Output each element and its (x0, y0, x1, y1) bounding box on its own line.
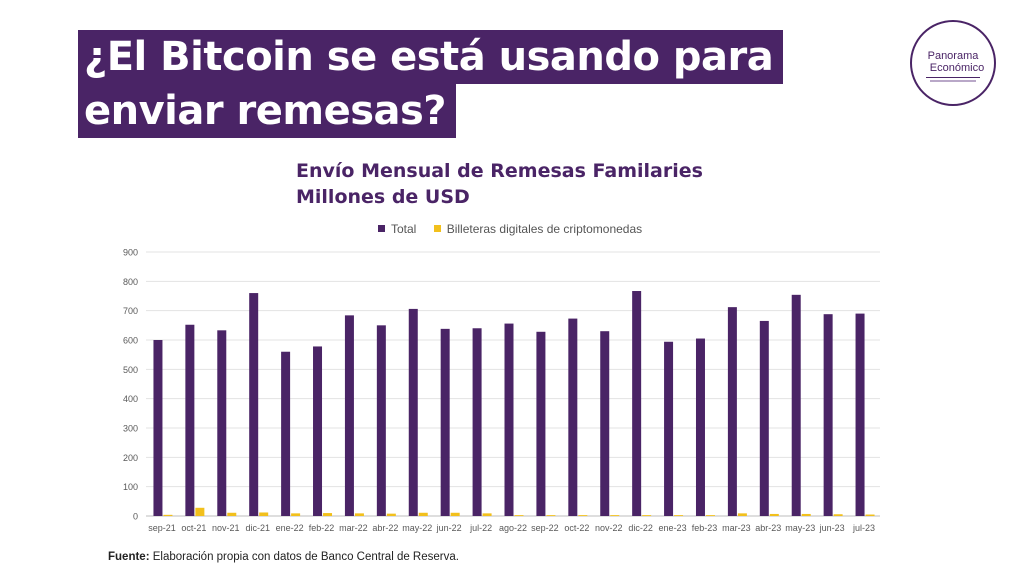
x-tick-label: mar-22 (339, 523, 368, 533)
y-tick-label: 700 (123, 306, 138, 316)
bar-crypto-mar-23 (737, 513, 747, 516)
bar-crypto-oct-21 (195, 507, 205, 516)
bar-total-dic-22 (632, 291, 642, 516)
bar-total-ene-22 (281, 351, 291, 516)
bar-crypto-abr-23 (769, 513, 779, 516)
chart-title-line-1: Envío Mensual de Remesas Familaries (296, 160, 703, 182)
x-tick-label: jul-23 (852, 523, 875, 533)
x-tick-label: ago-22 (499, 523, 527, 533)
page-title-line-2: enviar remesas? (78, 84, 457, 138)
x-tick-label: feb-22 (309, 523, 335, 533)
y-tick-label: 600 (123, 336, 138, 346)
bar-crypto-jun-23 (833, 514, 843, 516)
bar-total-jun-23 (823, 314, 833, 516)
x-tick-label: dic-22 (628, 523, 653, 533)
bar-total-nov-22 (600, 331, 610, 516)
x-tick-label: ene-22 (276, 523, 304, 533)
legend-item-total: Total (378, 222, 416, 236)
legend-swatch-crypto (433, 225, 441, 232)
x-tick-label: may-23 (785, 523, 815, 533)
x-tick-label: mar-23 (722, 523, 751, 533)
legend-item-crypto: Billeteras digitales de criptomonedas (433, 222, 643, 236)
legend-label-crypto: Billeteras digitales de criptomonedas (446, 222, 643, 236)
bar-total-jul-23 (855, 313, 865, 516)
y-tick-label: 200 (123, 453, 138, 463)
bar-crypto-jul-22 (482, 513, 492, 516)
bar-total-ene-23 (664, 341, 674, 516)
source-note: Fuente: Elaboración propia con datos de … (108, 551, 459, 563)
bar-crypto-oct-22 (578, 515, 588, 516)
legend-swatch-total (378, 225, 385, 232)
page-title-line-1: ¿El Bitcoin se está usando para (78, 30, 784, 84)
x-tick-label: jul-22 (469, 523, 492, 533)
bar-total-jul-22 (472, 328, 482, 516)
y-tick-label: 0 (133, 512, 138, 522)
bar-crypto-ene-22 (291, 513, 301, 516)
x-tick-label: oct-21 (181, 523, 206, 533)
bar-crypto-feb-23 (705, 515, 715, 516)
x-tick-label: sep-21 (148, 523, 176, 533)
bar-total-feb-22 (313, 346, 323, 516)
y-tick-label: 400 (123, 394, 138, 404)
bar-total-nov-21 (217, 330, 227, 516)
x-tick-label: jun-23 (819, 523, 845, 533)
x-tick-label: dic-21 (245, 523, 270, 533)
bar-crypto-dic-22 (642, 515, 652, 516)
y-tick-label: 300 (123, 424, 138, 434)
y-tick-label: 100 (123, 482, 138, 492)
chart-legend: Total Billeteras digitales de criptomone… (378, 222, 656, 236)
logo-text-line-1: Panorama (927, 50, 979, 62)
bar-crypto-jul-23 (865, 514, 875, 516)
bar-crypto-sep-21 (163, 514, 173, 516)
bar-total-sep-21 (153, 340, 163, 516)
bar-total-abr-22 (376, 325, 386, 516)
x-tick-label: may-22 (402, 523, 432, 533)
logo-tagline-mark (930, 80, 976, 82)
source-label: Fuente: (108, 551, 150, 563)
bar-total-mar-23 (727, 307, 737, 516)
x-tick-label: nov-21 (212, 523, 240, 533)
x-tick-label: oct-22 (564, 523, 589, 533)
logo-underline (926, 77, 980, 78)
bar-total-sep-22 (536, 331, 546, 516)
bar-crypto-nov-22 (610, 515, 620, 516)
bar-crypto-jun-22 (450, 512, 460, 516)
bar-crypto-nov-21 (227, 512, 237, 516)
x-tick-label: nov-22 (595, 523, 623, 533)
bar-total-dic-21 (249, 293, 259, 516)
bar-total-feb-23 (695, 338, 705, 516)
panorama-economico-logo: Panorama Económico (910, 20, 996, 106)
bar-total-may-23 (791, 294, 801, 516)
x-tick-label: jun-22 (436, 523, 462, 533)
chart-title-line-2: Millones de USD (296, 186, 470, 208)
y-tick-label: 500 (123, 365, 138, 375)
logo-text-line-2: Económico (929, 62, 985, 74)
x-tick-label: abr-22 (372, 523, 398, 533)
x-tick-label: feb-23 (692, 523, 718, 533)
bar-crypto-may-22 (418, 512, 428, 516)
bar-crypto-ene-23 (674, 515, 684, 516)
y-tick-label: 800 (123, 277, 138, 287)
bar-total-may-22 (408, 308, 418, 516)
bar-total-oct-22 (568, 318, 578, 516)
bar-total-oct-21 (185, 324, 195, 516)
bar-total-abr-23 (759, 320, 769, 516)
y-tick-label: 900 (123, 248, 138, 258)
bar-total-jun-22 (440, 328, 450, 516)
source-text: Elaboración propia con datos de Banco Ce… (149, 551, 459, 563)
bar-crypto-sep-22 (546, 515, 556, 516)
bar-crypto-may-23 (801, 513, 811, 516)
x-tick-label: ene-23 (659, 523, 687, 533)
bar-crypto-ago-22 (514, 515, 524, 516)
bar-crypto-dic-21 (259, 512, 269, 516)
bar-crypto-abr-22 (386, 513, 396, 516)
x-tick-label: abr-23 (755, 523, 781, 533)
bar-crypto-feb-22 (323, 513, 333, 516)
bar-total-ago-22 (504, 323, 514, 516)
legend-label-total: Total (391, 222, 417, 236)
bar-crypto-mar-22 (354, 513, 364, 516)
bar-total-mar-22 (344, 315, 354, 516)
x-tick-label: sep-22 (531, 523, 559, 533)
